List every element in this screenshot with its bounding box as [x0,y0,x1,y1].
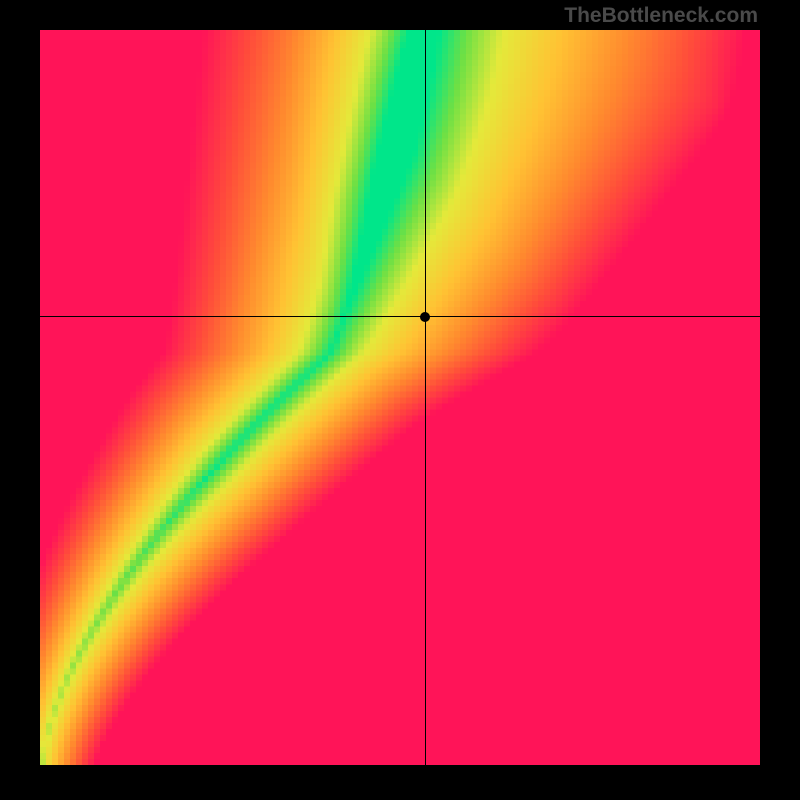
heatmap-canvas [40,30,760,765]
watermark-text: TheBottleneck.com [564,4,758,28]
plot-area [40,30,760,765]
crosshair-horizontal [40,316,760,317]
crosshair-vertical [425,30,426,765]
crosshair-marker [420,312,430,322]
